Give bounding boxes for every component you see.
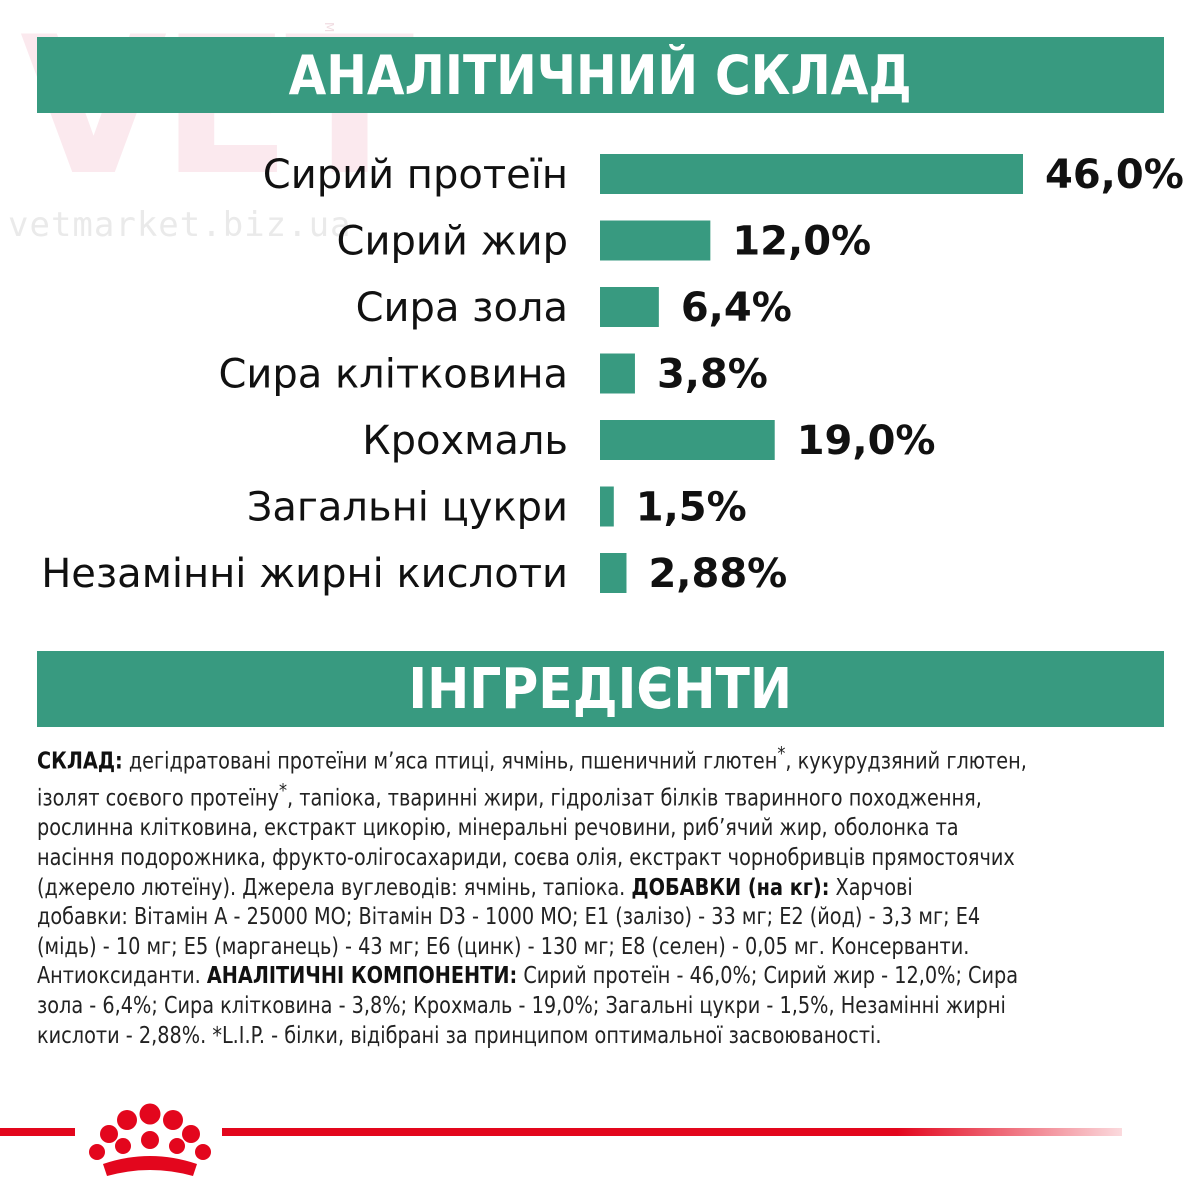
ingredients-line: (джерело лютеїну). Джерела вуглеводів: я… xyxy=(37,874,1165,904)
ingredients-line: зола - 6,4%; Сира клітковина - 3,8%; Кро… xyxy=(37,992,1165,1022)
ingredients-line: ізолят соєвого протеїну*, тапіока, твари… xyxy=(37,777,1165,814)
text-segment: насіння подорожника, фрукто-олігосахарид… xyxy=(37,844,1015,871)
ingredients-line: СКЛАД: дегідратовані протеїни м’яса птиц… xyxy=(37,740,1165,777)
ingredients-line: добавки: Вітамін А - 25000 МО; Вітамін D… xyxy=(37,903,1165,933)
text-segment: ізолят соєвого протеїну xyxy=(37,785,279,812)
royal-canin-crown-logo xyxy=(89,1103,211,1176)
value-label: 46,0% xyxy=(1045,152,1184,198)
value-label: 2,88% xyxy=(648,551,787,597)
bar xyxy=(600,486,614,527)
category-label: Сира клітковина xyxy=(218,352,568,398)
bold-heading: СКЛАД: xyxy=(37,748,123,775)
bold-heading: АНАЛІТИЧНІ КОМПОНЕНТИ: xyxy=(206,963,518,990)
text-segment: , тапіока, тваринні жири, гідролізат біл… xyxy=(286,785,982,812)
text-segment: дегідратовані протеїни м’яса птиці, ячмі… xyxy=(122,748,778,775)
ingredients-line: Антиоксиданти. АНАЛІТИЧНІ КОМПОНЕНТИ: Си… xyxy=(37,962,1165,992)
value-label: 19,0% xyxy=(797,418,936,464)
bar xyxy=(600,154,1023,194)
ingredients-header: ІНГРЕДІЄНТИ xyxy=(37,651,1164,727)
category-label: Незамінні жирні кислоти xyxy=(41,551,568,597)
bar xyxy=(600,353,635,394)
text-segment: Сирий протеїн - 46,0%; Сирий жир - 12,0%… xyxy=(517,963,1019,990)
brand-line-right xyxy=(222,1128,1122,1136)
bold-heading: ДОБАВКИ (на кг): xyxy=(631,874,830,901)
brand-line-left xyxy=(0,1128,75,1136)
ingredients-line: рослинна клітковина, екстракт цикорію, м… xyxy=(37,814,1165,844)
value-label: 1,5% xyxy=(636,485,747,531)
analytical-composition-chart: Сирий протеїн 46,0% Сирий жир 12,0% Сира зол… xyxy=(41,152,1184,597)
text-segment: Антиоксиданти. xyxy=(37,963,207,990)
bar xyxy=(600,553,627,593)
text-segment: Харчові xyxy=(829,874,913,901)
category-label: Загальні цукри xyxy=(247,485,568,531)
ingredients-line: насіння подорожника, фрукто-олігосахарид… xyxy=(37,844,1165,874)
text-segment: (мідь) - 10 мг; Е5 (марганець) - 43 мг; … xyxy=(37,933,970,960)
value-label: 6,4% xyxy=(681,285,792,331)
text-segment: рослинна клітковина, екстракт цикорію, м… xyxy=(37,815,959,842)
category-label: Сира зола xyxy=(356,285,568,331)
text-segment: , кукурудзяний глютен, xyxy=(785,748,1027,775)
text-segment: зола - 6,4%; Сира клітковина - 3,8%; Кро… xyxy=(37,992,1006,1019)
bar xyxy=(600,287,659,327)
bar xyxy=(600,420,775,460)
category-label: Крохмаль xyxy=(362,418,568,464)
analytical-composition-header: АНАЛІТИЧНИЙ СКЛАД xyxy=(37,37,1164,113)
ingredients-text: СКЛАД: дегідратовані протеїни м’яса птиц… xyxy=(37,740,1165,1051)
value-label: 3,8% xyxy=(657,352,768,398)
ingredients-line: (мідь) - 10 мг; Е5 (марганець) - 43 мг; … xyxy=(37,933,1165,963)
footnote-mark: * xyxy=(278,780,287,803)
analytical-composition-title: АНАЛІТИЧНИЙ СКЛАД xyxy=(288,43,913,107)
value-label: 12,0% xyxy=(732,219,871,265)
category-label: Сирий протеїн xyxy=(263,152,568,198)
text-segment: добавки: Вітамін А - 25000 МО; Вітамін D… xyxy=(37,904,981,931)
text-segment: (джерело лютеїну). Джерела вуглеводів: я… xyxy=(37,874,632,901)
text-segment: кислоти - 2,88%. *L.I.P. - білки, відібр… xyxy=(37,1022,882,1049)
ingredients-title: ІНГРЕДІЄНТИ xyxy=(408,656,793,722)
bar xyxy=(600,220,711,261)
ingredients-line: кислоти - 2,88%. *L.I.P. - білки, відібр… xyxy=(37,1022,1165,1052)
footnote-mark: * xyxy=(777,743,786,765)
category-label: Сирий жир xyxy=(337,219,568,265)
watermark-url: vetmarket.biz.ua xyxy=(8,205,352,245)
